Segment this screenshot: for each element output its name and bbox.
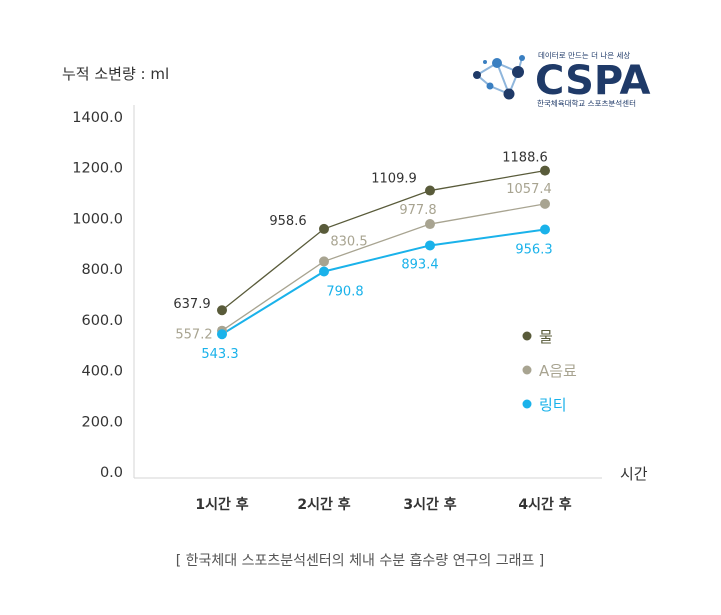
molecule-icon: [473, 55, 525, 100]
x-axis-label: 시간: [620, 465, 648, 483]
logo-name: CSPA: [535, 58, 651, 104]
series-line: [221, 169, 546, 311]
data-label: 790.8: [326, 284, 363, 299]
data-point: [540, 198, 550, 209]
data-point: [540, 224, 550, 235]
data-label: 830.5: [330, 234, 367, 249]
legend-label: 링티: [539, 396, 567, 414]
y-ticks: 0.0 200.0 400.0 600.0 800.0 1000.0 1200.0 1400.…: [72, 110, 123, 481]
data-label: 543.3: [201, 347, 238, 362]
data-label: 958.6: [269, 214, 306, 229]
x-tick-label: 3시간 후: [403, 496, 456, 513]
y-tick-label: 800.0: [81, 262, 123, 278]
y-tick-label: 0.0: [100, 465, 123, 481]
series-points: [217, 165, 550, 340]
data-point: [319, 266, 329, 277]
data-label: 557.2: [175, 328, 212, 343]
legend-label: A음료: [539, 362, 577, 380]
data-label: 1109.9: [371, 172, 417, 187]
data-label: 1188.6: [502, 151, 548, 166]
series-line: [221, 203, 546, 332]
series-data-labels: 637.9 958.6 1109.9 1188.6 557.2 830.5 977.8 105…: [173, 151, 552, 363]
legend-marker: [522, 331, 532, 341]
logo-tagline: 데이터로 만드는 더 나은 세상: [538, 50, 630, 60]
data-point: [319, 256, 329, 267]
logo-org: 한국체육대학교 스포츠분석센터: [537, 98, 636, 108]
y-tick-label: 1000.0: [72, 211, 123, 227]
data-point: [425, 240, 435, 251]
y-tick-label: 1200.0: [72, 161, 123, 177]
legend-marker: [522, 365, 532, 375]
x-ticks: 1시간 후 2시간 후 3시간 후 4시간 후: [195, 496, 571, 513]
x-tick-label: 4시간 후: [518, 496, 571, 513]
data-point: [217, 329, 227, 340]
series-line: [221, 228, 546, 336]
cspa-logo: 데이터로 만드는 더 나은 세상 CSPA 한국체육대학교 스포츠분석센터: [473, 50, 651, 108]
y-tick-label: 400.0: [81, 364, 123, 380]
x-tick-label: 1시간 후: [195, 496, 248, 513]
data-label: 637.9: [173, 297, 210, 312]
data-point: [425, 219, 435, 230]
data-point: [540, 165, 550, 176]
y-axis-label: 누적 소변량 : ml: [62, 65, 169, 83]
data-point: [425, 185, 435, 196]
data-label: 893.4: [401, 257, 438, 272]
legend-label: 물: [539, 328, 553, 346]
y-tick-label: 200.0: [81, 414, 123, 430]
data-point: [217, 305, 227, 316]
data-label: 977.8: [399, 203, 436, 218]
chart-caption: [ 한국체대 스포츠분석센터의 체내 수분 흡수량 연구의 그래프 ]: [176, 553, 545, 569]
data-label: 956.3: [515, 243, 552, 258]
data-label: 1057.4: [506, 182, 552, 197]
series-lines: [221, 169, 546, 336]
legend-marker: [522, 399, 532, 409]
data-point: [319, 223, 329, 234]
y-tick-label: 1400.0: [72, 110, 123, 126]
x-tick-label: 2시간 후: [297, 496, 350, 513]
y-tick-label: 600.0: [81, 313, 123, 329]
